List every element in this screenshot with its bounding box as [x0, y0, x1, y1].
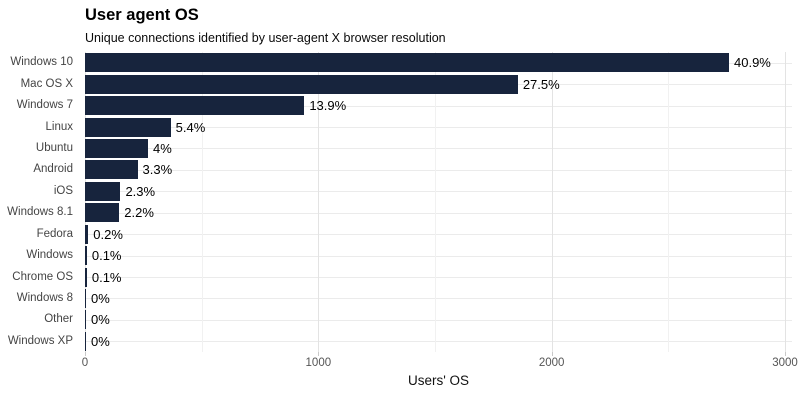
bar-value-label: 2.3% [125, 183, 156, 199]
bar-value-label: 0.1% [91, 269, 122, 285]
bar [85, 224, 89, 244]
gridline-horizontal [85, 127, 792, 128]
gridline-minor [668, 52, 670, 352]
bar-value-label: 0% [91, 290, 110, 306]
chart-title: User agent OS [85, 6, 199, 24]
x-tick-label: 2000 [538, 357, 565, 369]
category-label: Windows XP [7, 334, 73, 347]
bar-value-label: 0% [91, 312, 110, 328]
category-label: iOS [53, 184, 73, 197]
gridline-horizontal [85, 298, 792, 300]
bar [85, 96, 305, 116]
bar-value-label: 4% [153, 140, 172, 156]
x-tick-mark [551, 352, 553, 356]
category-label: Windows 8 [16, 291, 73, 304]
bar [85, 288, 86, 308]
bar-value-label: 0.2% [93, 226, 123, 242]
bar-value-label: 2.2% [124, 205, 154, 221]
category-label: Fedora [36, 227, 73, 240]
bar [85, 74, 518, 94]
bar [85, 246, 87, 266]
x-tick-label: 3000 [772, 357, 798, 369]
bar [85, 53, 729, 73]
category-label: Linux [45, 120, 74, 133]
bar [85, 267, 87, 287]
category-label: Ubuntu [35, 141, 73, 154]
gridline-horizontal [85, 341, 792, 343]
chart-subtitle: Unique connections identified by user-ag… [85, 31, 446, 45]
gridline-horizontal [85, 255, 792, 257]
x-tick-label: 1000 [305, 357, 332, 369]
bar-value-label: 40.9% [734, 55, 771, 71]
bar [85, 138, 148, 158]
category-label: Windows [26, 249, 73, 262]
bar [85, 181, 121, 201]
gridline-major [85, 52, 86, 352]
bar-value-label: 5.4% [175, 119, 206, 135]
category-label: Mac OS X [20, 77, 73, 90]
gridline-horizontal [85, 169, 792, 171]
x-tick-mark [85, 352, 86, 356]
gridline-minor [435, 52, 436, 352]
gridline-horizontal [85, 212, 792, 214]
bar [85, 160, 138, 180]
x-axis-title: Users' OS [407, 373, 470, 388]
bar [85, 310, 86, 330]
x-tick-mark [318, 352, 320, 356]
bar-value-label: 0% [91, 333, 110, 349]
category-label: Windows 10 [10, 56, 73, 69]
gridline-minor [201, 52, 203, 352]
category-label: Windows 8.1 [7, 206, 73, 219]
bar-value-label: 0.1% [91, 248, 122, 264]
bar [85, 117, 171, 137]
gridline-horizontal [85, 234, 792, 236]
bar [85, 203, 120, 223]
plot-panel: 40.9% 27.5% 13.9% 5.4% 4% 3.3% 2.3% 2.2% 0.2% 0.1… [85, 52, 792, 352]
bar-value-label: 27.5% [522, 76, 560, 92]
x-tick-label: 0 [81, 357, 89, 369]
category-label: Windows 7 [16, 99, 73, 112]
gridline-horizontal [85, 319, 792, 321]
gridline-horizontal [85, 105, 792, 107]
category-label: Chrome OS [12, 270, 73, 283]
gridline-horizontal [85, 277, 792, 278]
category-axis: Windows 10 Mac OS X Windows 7 Linux Ubuntu An… [0, 52, 79, 352]
bar-value-label: 3.3% [142, 162, 173, 178]
gridline-major [318, 52, 320, 352]
gridline-horizontal [85, 191, 792, 193]
bar [85, 331, 86, 351]
category-label: Other [44, 313, 73, 326]
x-tick-mark [785, 352, 786, 356]
gridline-major [551, 52, 553, 352]
gridline-major [785, 52, 786, 352]
gridline-horizontal [85, 148, 792, 150]
x-axis: 0 1000 2000 3000 [82, 352, 798, 374]
bar-value-label: 13.9% [309, 98, 347, 114]
category-label: Android [33, 163, 73, 176]
